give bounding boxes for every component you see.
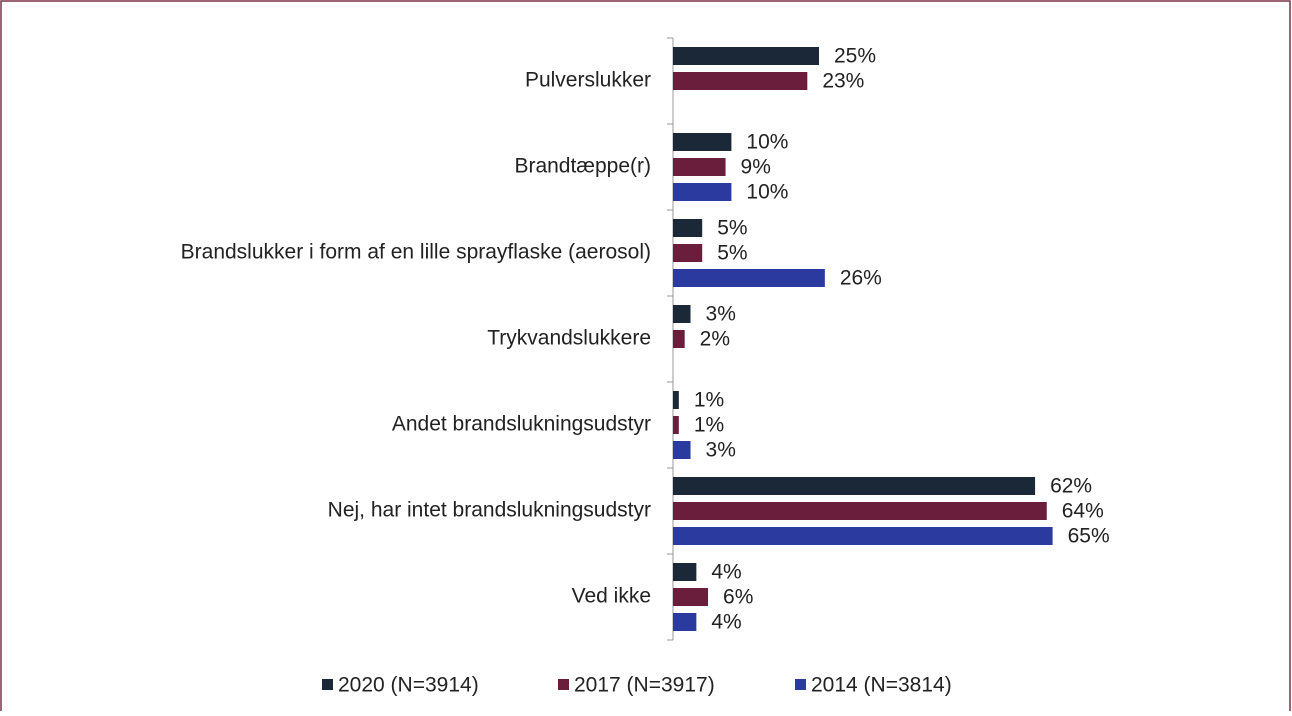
- category-label: Ved ikke: [572, 585, 651, 608]
- value-label: 1%: [694, 389, 724, 412]
- bar: [673, 244, 703, 262]
- category-label: Pulverslukker: [525, 69, 651, 92]
- value-label: 10%: [746, 181, 788, 204]
- bar: [673, 588, 709, 606]
- bar: [673, 133, 732, 151]
- value-label: 10%: [746, 131, 788, 154]
- value-label: 3%: [706, 439, 736, 462]
- value-label: 26%: [840, 267, 882, 290]
- value-label: 4%: [711, 561, 741, 584]
- value-label: 23%: [822, 70, 864, 93]
- legend-label: 2014 (N=3814): [811, 674, 952, 697]
- bar: [673, 391, 679, 409]
- bar: [673, 613, 697, 631]
- bar: [673, 305, 691, 323]
- bar: [673, 502, 1047, 520]
- category-label: Trykvandslukkere: [487, 327, 651, 350]
- bar: [673, 330, 685, 348]
- legend-swatch: [322, 679, 333, 690]
- bar: [673, 527, 1053, 545]
- value-label: 65%: [1068, 525, 1110, 548]
- bar: [673, 416, 679, 434]
- bar: [673, 563, 697, 581]
- bar: [673, 47, 819, 65]
- value-label: 25%: [834, 45, 876, 68]
- category-label: Nej, har intet brandslukningsudstyr: [328, 499, 651, 522]
- value-label: 5%: [717, 242, 747, 265]
- value-label: 3%: [706, 303, 736, 326]
- legend-label: 2017 (N=3917): [574, 674, 715, 697]
- value-label: 64%: [1062, 500, 1104, 523]
- value-label: 6%: [723, 586, 753, 609]
- bar: [673, 183, 732, 201]
- value-label: 4%: [711, 611, 741, 634]
- legend-label: 2020 (N=3914): [338, 674, 479, 697]
- value-label: 62%: [1050, 475, 1092, 498]
- bar: [673, 441, 691, 459]
- bar: [673, 219, 703, 237]
- bar: [673, 72, 808, 90]
- bar: [673, 269, 825, 287]
- value-label: 2%: [700, 328, 730, 351]
- value-label: 5%: [717, 217, 747, 240]
- bar: [673, 477, 1036, 495]
- legend-swatch: [795, 679, 806, 690]
- value-label: 9%: [741, 156, 771, 179]
- category-label: Brandslukker i form af en lille sprayfla…: [181, 241, 651, 264]
- category-label: Brandtæppe(r): [514, 155, 651, 178]
- value-label: 1%: [694, 414, 724, 437]
- bar: [673, 158, 726, 176]
- legend-swatch: [558, 679, 569, 690]
- category-label: Andet brandslukningsudstyr: [392, 413, 651, 436]
